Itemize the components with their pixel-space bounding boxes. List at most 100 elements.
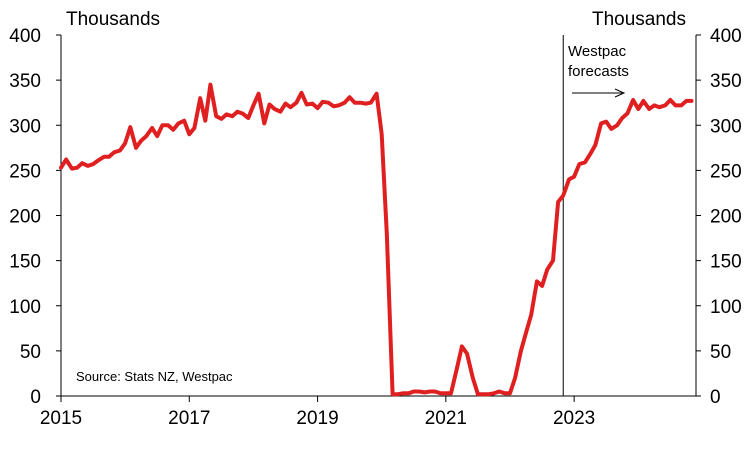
data-point (492, 391, 496, 395)
left-y-tick-label: 50 (20, 342, 41, 363)
data-point (128, 125, 132, 129)
data-point (449, 391, 453, 395)
data-point (262, 122, 266, 125)
data-point (407, 391, 410, 395)
data-point (182, 119, 186, 123)
data-point (118, 149, 122, 152)
left-y-tick-label: 300 (9, 116, 41, 137)
data-point (348, 95, 351, 99)
data-point (556, 200, 560, 204)
data-point (642, 99, 645, 103)
data-point (209, 83, 212, 86)
data-point (166, 123, 170, 127)
data-point (439, 391, 443, 395)
data-point (225, 113, 228, 116)
data-point (230, 114, 234, 118)
right-y-tick-label: 200 (710, 207, 742, 228)
data-point (423, 391, 427, 394)
data-point (246, 116, 250, 120)
data-point (321, 100, 325, 104)
right-y-tick-label: 50 (710, 342, 731, 363)
x-tick-label: 2015 (40, 408, 82, 429)
data-point (241, 112, 244, 115)
data-point (540, 284, 544, 288)
data-point (567, 178, 571, 181)
data-point (545, 268, 549, 271)
data-point (316, 106, 319, 110)
data-point (572, 175, 576, 179)
data-point (636, 107, 640, 111)
data-point (187, 132, 191, 136)
data-point (80, 161, 84, 165)
data-point (588, 152, 592, 156)
data-point (70, 167, 74, 171)
data-point (112, 150, 116, 154)
data-point (236, 110, 239, 114)
data-point (123, 141, 127, 145)
data-point (444, 391, 448, 395)
data-point (599, 122, 603, 125)
data-point (171, 128, 175, 132)
data-point (604, 120, 608, 123)
left-y-tick-label: 150 (9, 252, 41, 273)
data-point (144, 134, 148, 138)
right-axis-unit-label: Thousands (592, 9, 686, 30)
data-point (160, 123, 164, 127)
data-point (289, 105, 292, 109)
data-point (64, 158, 68, 161)
left-y-tick-label: 250 (9, 161, 41, 182)
data-point (417, 390, 421, 393)
data-point (455, 367, 459, 371)
data-point (471, 376, 475, 380)
right-y-tick-label: 100 (710, 297, 742, 318)
data-point (503, 391, 507, 395)
right-y-tick-label: 400 (710, 26, 742, 47)
data-point (519, 349, 523, 353)
data-point (508, 391, 512, 395)
data-point (465, 352, 469, 355)
right-y-tick-label: 150 (710, 252, 742, 273)
source-note: Source: Stats NZ, Westpac (76, 369, 233, 384)
x-tick-label: 2017 (168, 408, 210, 429)
data-point (102, 155, 106, 159)
data-point (198, 96, 202, 100)
data-point (96, 159, 100, 162)
data-point (284, 102, 287, 105)
data-point (91, 162, 95, 166)
left-y-tick-label: 0 (30, 387, 41, 408)
data-point (391, 392, 394, 396)
data-point (353, 101, 357, 105)
data-point (652, 104, 656, 107)
data-point (332, 104, 335, 108)
data-point (487, 392, 491, 396)
data-point (214, 114, 218, 118)
x-tick-label: 2019 (296, 408, 338, 429)
left-y-tick-label: 100 (9, 297, 41, 318)
data-point (593, 143, 597, 147)
data-point (385, 232, 389, 235)
data-point (412, 390, 416, 393)
data-point (626, 112, 629, 115)
data-point (524, 331, 528, 335)
data-point (690, 99, 693, 103)
x-tick-label: 2023 (553, 408, 595, 429)
data-point (268, 103, 271, 106)
data-point (337, 104, 341, 107)
data-point (476, 392, 480, 396)
left-y-axis-ticks: 0 50 100 150 200 250 300 350 400 (9, 26, 61, 408)
data-point (674, 104, 677, 107)
data-point (551, 259, 555, 262)
x-tick-label: 2021 (425, 408, 467, 429)
data-point (150, 126, 154, 130)
data-point (577, 162, 581, 166)
data-point (327, 101, 330, 105)
left-axis-unit-label: Thousands (66, 9, 160, 30)
data-point (433, 390, 437, 393)
data-point (620, 116, 624, 120)
data-point (343, 101, 346, 105)
data-point (177, 122, 180, 125)
left-y-tick-label: 200 (9, 207, 41, 228)
left-y-tick-label: 400 (9, 26, 41, 47)
data-point (305, 103, 309, 106)
data-point (369, 101, 373, 105)
